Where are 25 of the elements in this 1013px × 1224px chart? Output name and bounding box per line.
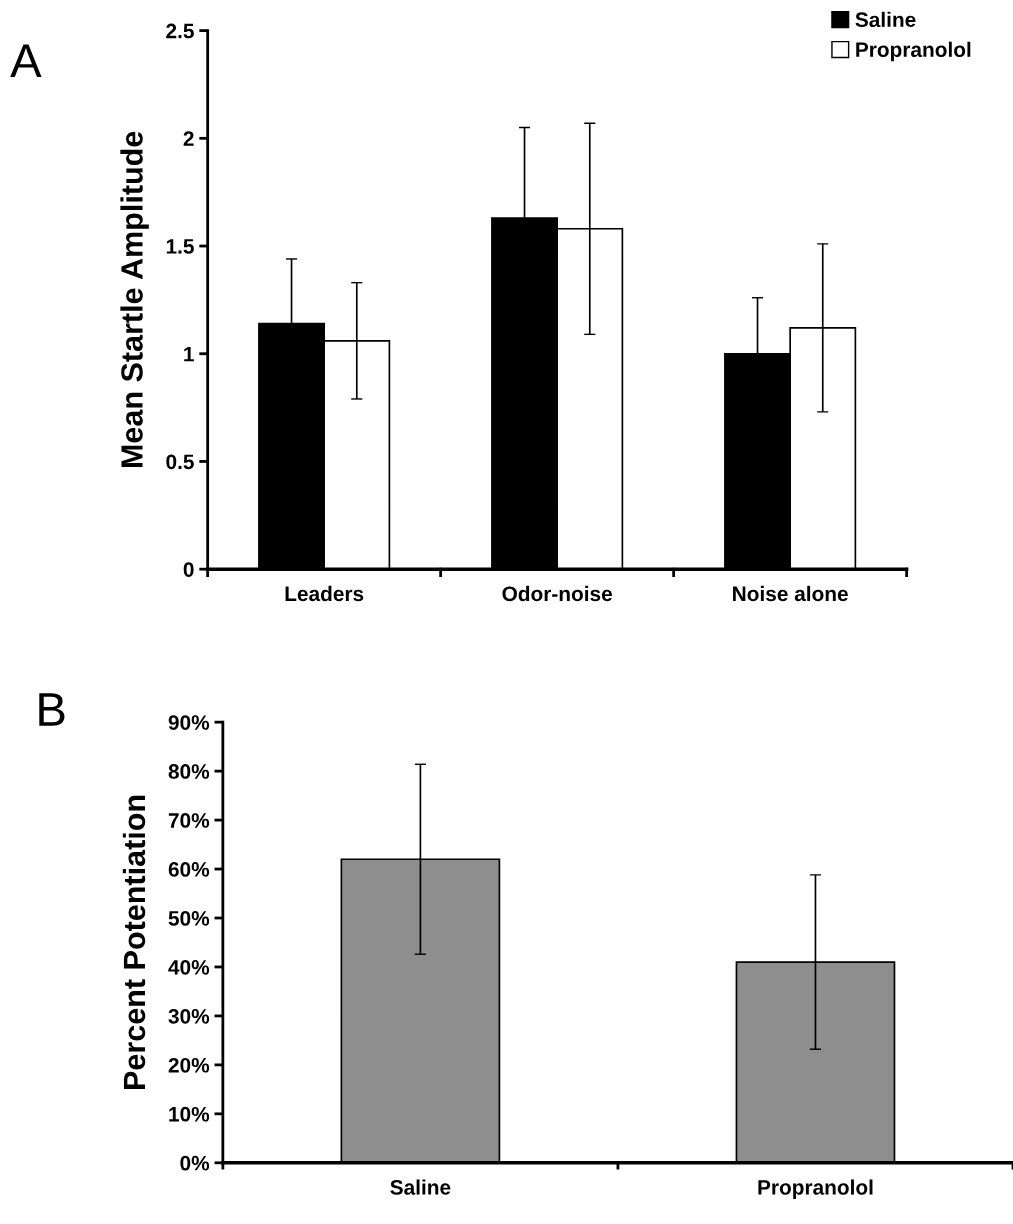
y-tick-label: 2 [183, 131, 194, 146]
x-tick-label: Noise alone [733, 585, 848, 602]
y-tick-label: 10% [169, 1106, 210, 1122]
y-tick-label: 1 [184, 346, 194, 362]
y-axis-title: Percent Potentiation [122, 795, 146, 1089]
y-tick-label: 60% [168, 862, 210, 877]
y-tick-label: 50% [168, 911, 210, 926]
y-tick-label: 80% [168, 764, 210, 779]
y-axis-title: Mean Startle Amplitude [120, 131, 149, 468]
y-tick-label: 20% [168, 1057, 210, 1073]
text: B [39, 693, 65, 726]
legend-label: Propranolol [856, 41, 971, 62]
x-tick-label: Odor-noise [502, 585, 612, 602]
legend-label: Saline [855, 11, 916, 28]
y-tick-label: 1.5 [166, 239, 194, 254]
y-tick-label: 40% [168, 959, 210, 975]
y-tick-label: 90% [168, 715, 210, 730]
y-tick-label: 2.5 [166, 23, 194, 39]
y-tick-label: 0 [183, 562, 194, 577]
y-tick-label: 0.5 [166, 454, 194, 470]
text: A [10, 44, 42, 78]
y-tick-label: 0% [180, 1155, 210, 1171]
x-tick-label: Leaders [285, 585, 364, 602]
y-tick-label: 30% [168, 1008, 210, 1024]
y-tick-label: 70% [168, 813, 210, 828]
